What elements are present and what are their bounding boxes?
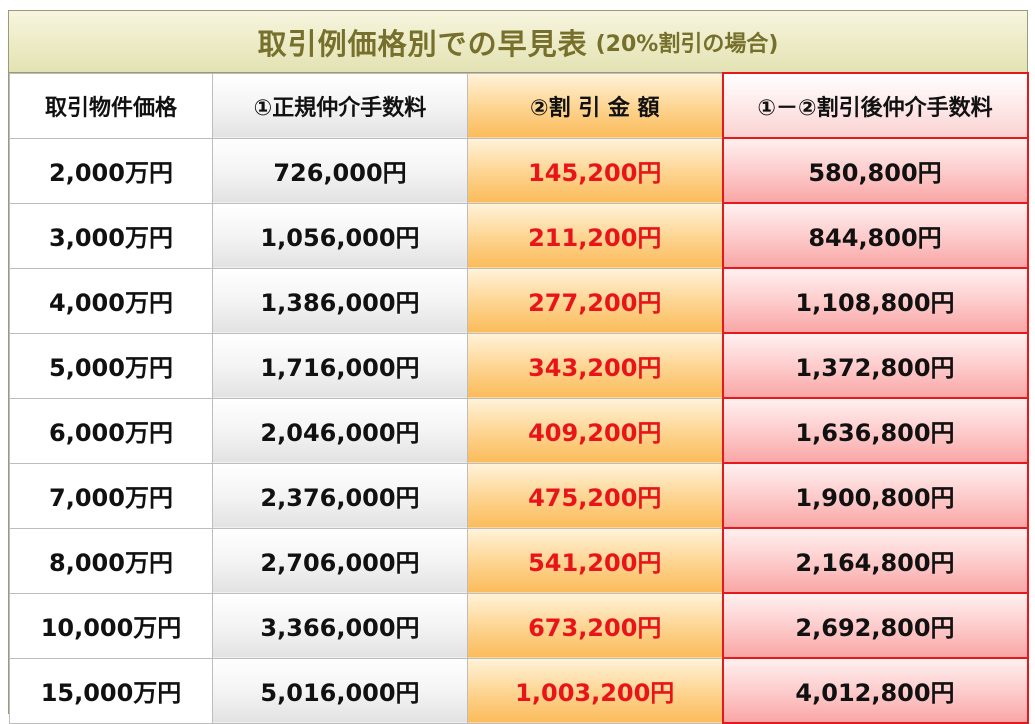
header-price: 取引物件価格	[9, 72, 213, 139]
cell-price: 2,000万円	[9, 137, 213, 204]
cell-discount: 145,200円	[467, 137, 723, 204]
cell-price: 6,000万円	[9, 397, 213, 464]
header-regular-fee: ①正規仲介手数料	[212, 72, 468, 139]
cell-regular-fee: 1,056,000円	[212, 202, 468, 269]
cell-discount: 277,200円	[467, 267, 723, 334]
table-row: 10,000万円 3,366,000円 673,200円 2,692,800円	[9, 592, 1029, 659]
cell-discounted-fee: 2,692,800円	[721, 592, 1029, 659]
cell-discounted-fee: 580,800円	[721, 137, 1029, 204]
cell-regular-fee: 5,016,000円	[212, 657, 468, 724]
cell-discount: 343,200円	[467, 332, 723, 399]
table-row: 2,000万円 726,000円 145,200円 580,800円	[9, 137, 1029, 204]
cell-regular-fee: 1,386,000円	[212, 267, 468, 334]
table-row: 8,000万円 2,706,000円 541,200円 2,164,800円	[9, 527, 1029, 594]
cell-price: 8,000万円	[9, 527, 213, 594]
table-row: 15,000万円 5,016,000円 1,003,200円 4,012,800…	[9, 657, 1029, 724]
cell-price: 4,000万円	[9, 267, 213, 334]
table-row: 7,000万円 2,376,000円 475,200円 1,900,800円	[9, 462, 1029, 529]
table-title: 取引例価格別での早見表	[257, 26, 588, 61]
cell-price: 5,000万円	[9, 332, 213, 399]
cell-discounted-fee: 1,636,800円	[721, 397, 1029, 464]
cell-regular-fee: 3,366,000円	[212, 592, 468, 659]
cell-regular-fee: 1,716,000円	[212, 332, 468, 399]
cell-price: 7,000万円	[9, 462, 213, 529]
fee-comparison-table: 取引物件価格 ①正規仲介手数料 ②割 引 金 額 ①－②割引後仲介手数料 2,0…	[9, 72, 1029, 724]
cell-discount: 475,200円	[467, 462, 723, 529]
cell-discounted-fee: 1,900,800円	[721, 462, 1029, 529]
table-row: 3,000万円 1,056,000円 211,200円 844,800円	[9, 202, 1029, 269]
cell-regular-fee: 2,046,000円	[212, 397, 468, 464]
table-row: 5,000万円 1,716,000円 343,200円 1,372,800円	[9, 332, 1029, 399]
header-row: 取引物件価格 ①正規仲介手数料 ②割 引 金 額 ①－②割引後仲介手数料	[9, 72, 1029, 139]
cell-price: 10,000万円	[9, 592, 213, 659]
cell-discount: 1,003,200円	[467, 657, 723, 724]
table-row: 6,000万円 2,046,000円 409,200円 1,636,800円	[9, 397, 1029, 464]
cell-discount: 211,200円	[467, 202, 723, 269]
cell-regular-fee: 2,376,000円	[212, 462, 468, 529]
fee-table-frame: 取引例価格別での早見表 (20%割引の場合) 取引物件価格 ①正規仲介手数料 ②…	[8, 10, 1029, 724]
header-discounted-fee: ①－②割引後仲介手数料	[721, 72, 1029, 139]
cell-discount: 409,200円	[467, 397, 723, 464]
header-discount: ②割 引 金 額	[467, 72, 723, 139]
cell-regular-fee: 2,706,000円	[212, 527, 468, 594]
table-subtitle: (20%割引の場合)	[595, 31, 779, 57]
cell-discounted-fee: 4,012,800円	[721, 657, 1029, 724]
cell-price: 3,000万円	[9, 202, 213, 269]
cell-discount: 541,200円	[467, 527, 723, 594]
cell-discounted-fee: 2,164,800円	[721, 527, 1029, 594]
cell-discounted-fee: 844,800円	[721, 202, 1029, 269]
table-row: 4,000万円 1,386,000円 277,200円 1,108,800円	[9, 267, 1029, 334]
cell-regular-fee: 726,000円	[212, 137, 468, 204]
cell-discount: 673,200円	[467, 592, 723, 659]
cell-discounted-fee: 1,372,800円	[721, 332, 1029, 399]
cell-discounted-fee: 1,108,800円	[721, 267, 1029, 334]
cell-price: 15,000万円	[9, 657, 213, 724]
table-title-bar: 取引例価格別での早見表 (20%割引の場合)	[9, 11, 1027, 73]
